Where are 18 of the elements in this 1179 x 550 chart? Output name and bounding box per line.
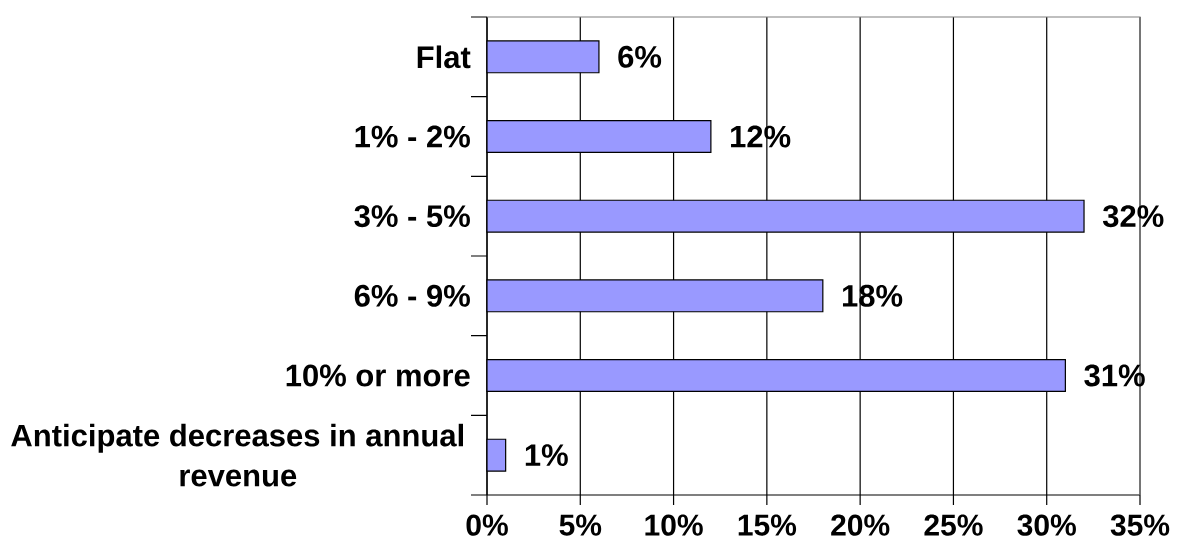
y-tick-label: Flat — [417, 45, 471, 69]
y-tick-label: Anticipate decreases in annual revenue — [11, 423, 463, 487]
x-tick-label: 10% — [645, 514, 703, 536]
data-label: 6% — [618, 45, 662, 68]
data-label: 31% — [1084, 364, 1145, 387]
x-tick-label: 0% — [466, 514, 508, 536]
x-tick-label: 35% — [1110, 514, 1170, 536]
y-tick-label: 1% - 2% — [355, 125, 470, 148]
x-tick-label: 15% — [738, 514, 797, 536]
x-tick-label: 20% — [831, 514, 890, 536]
data-label: 32% — [1102, 205, 1164, 228]
y-tick-label: 3% - 5% — [354, 205, 470, 228]
y-tick-label: 10% or more — [286, 364, 470, 387]
data-label: 1% — [525, 444, 568, 467]
x-tick-label: 30% — [1017, 514, 1076, 536]
y-tick-label: 6% - 9% — [354, 284, 470, 307]
x-tick-label: 5% — [559, 514, 602, 536]
x-tick-label: 25% — [924, 514, 983, 536]
